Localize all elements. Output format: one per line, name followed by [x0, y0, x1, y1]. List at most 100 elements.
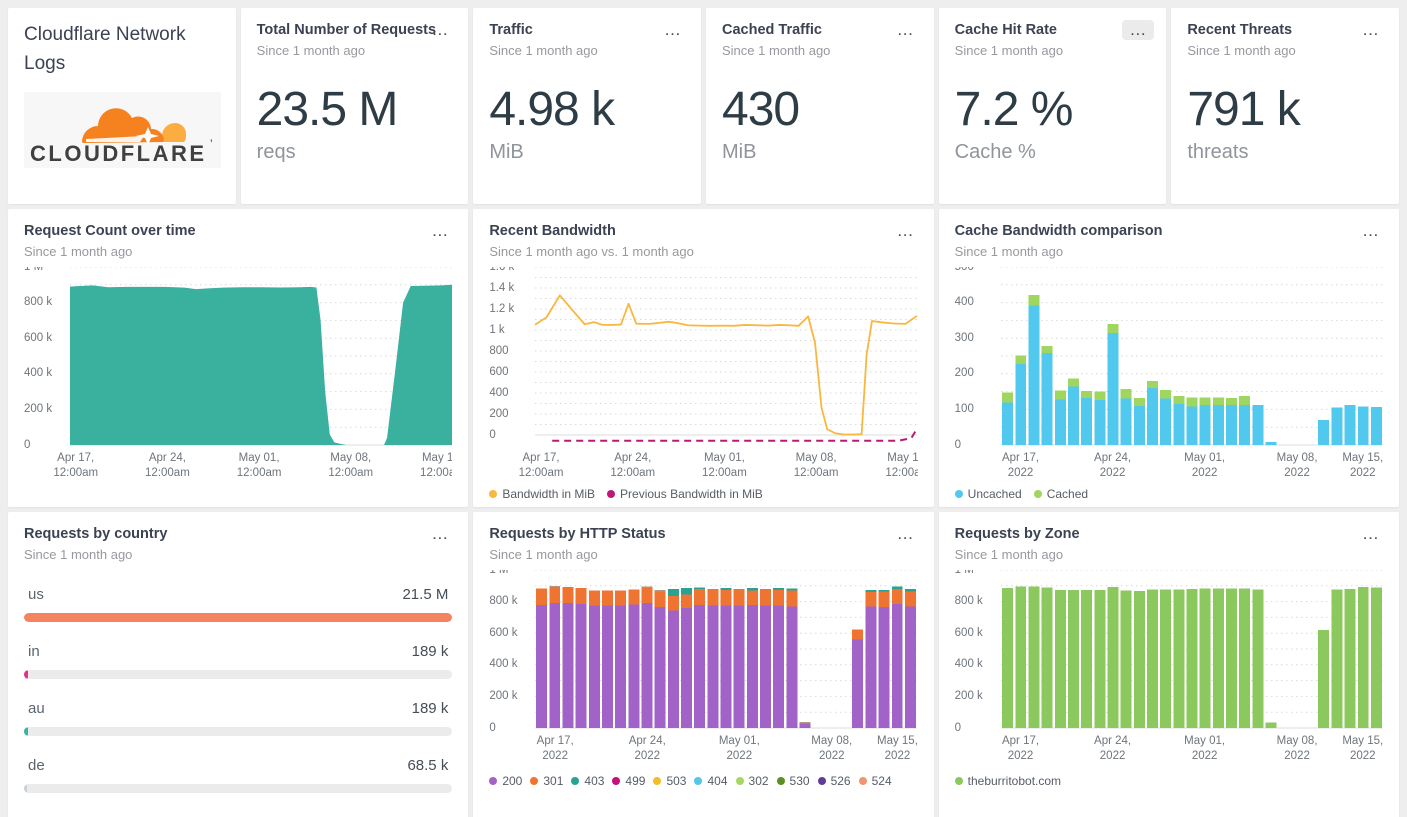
x-axis-tick-label: Apr 24, 2022 — [1094, 451, 1132, 479]
bar-segment-Uncached — [1172, 403, 1184, 445]
x-axis-tick-label: May 08, 2022 — [811, 734, 853, 762]
bar-segment-Uncached — [1159, 398, 1171, 445]
bar-segment-301 — [878, 590, 890, 607]
panel-menu-icon[interactable]: … — [1122, 20, 1155, 40]
bar-segment-301 — [852, 629, 864, 640]
bar-segment-theburritobot.com — [1159, 588, 1171, 728]
legend-item-previous-bandwidth-in-mib[interactable]: Previous Bandwidth in MiB — [607, 487, 763, 501]
bar-segment-Uncached — [1317, 419, 1329, 445]
bar-segment-301 — [720, 589, 732, 606]
bar-segment-Uncached — [1054, 398, 1066, 445]
x-axis-tick-label: Apr 24, 12:00am — [610, 451, 656, 479]
y-axis-tick-label: 500 — [954, 266, 974, 273]
legend-item-403[interactable]: 403 — [571, 774, 604, 788]
legend-dot — [1033, 489, 1042, 498]
legend-item-302[interactable]: 302 — [735, 774, 769, 788]
bar-segment-theburritobot.com — [1054, 589, 1066, 728]
country-bar — [24, 783, 27, 793]
legend-item-uncached[interactable]: Uncached — [954, 487, 1022, 501]
bar-segment-301 — [905, 590, 917, 606]
legend-item-301[interactable]: 301 — [530, 774, 563, 788]
bar-segment-301 — [549, 586, 561, 603]
y-axis-tick-label: 400 — [954, 296, 974, 309]
cache-bandwidth-chart[interactable]: 500 400 300 200 100 0 Apr 17, 2022 Apr 24, 2022 Ma… — [954, 266, 1383, 479]
http-status-legend: 200 301 403 499 503 404 302 530 526 524 — [489, 774, 917, 788]
country-request-count: 68.5 k — [407, 756, 449, 774]
bar-segment-theburritobot.com — [1317, 629, 1329, 728]
y-axis-tick-label: 0 — [24, 438, 31, 451]
bar-segment-theburritobot.com — [1225, 588, 1237, 728]
country-bar-track — [24, 669, 453, 679]
recent-bandwidth-chart[interactable]: 1.6 k 1.4 k 1.2 k 1 k 800 600 400 200 0 Apr 17, 12… — [489, 266, 918, 479]
bar-segment-301 — [747, 590, 759, 605]
y-axis-tick-label: 0 — [954, 438, 962, 451]
panel-menu-icon[interactable]: … — [431, 524, 450, 543]
bar-segment-Uncached — [1093, 399, 1105, 445]
x-axis-tick-label: May 08, 2022 — [1276, 734, 1318, 762]
stat-title: Total Number of Requests — [256, 22, 437, 38]
country-request-count: 189 k — [411, 642, 449, 660]
stat-subtitle: Since 1 month ago — [489, 42, 598, 58]
x-axis-tick-label: May 15, 2022 — [1342, 451, 1383, 479]
country-bar-track — [24, 726, 453, 736]
panel-menu-icon[interactable]: … — [431, 20, 450, 39]
requests-by-zone-legend: theburritobot.com — [954, 774, 1383, 788]
panel-menu-icon[interactable]: … — [1362, 221, 1380, 240]
country-row-au: au 189 k — [24, 700, 453, 736]
legend-item-503[interactable]: 503 — [653, 774, 686, 788]
y-axis-tick-label: 100 — [954, 402, 974, 415]
requests-by-zone-chart[interactable]: 1 M 800 k 600 k 400 k 200 k 0 Apr 17, 2022 Apr 2… — [955, 569, 1383, 762]
legend-dot — [954, 776, 963, 785]
legend-item-524[interactable]: 524 — [858, 773, 892, 788]
legend-label: 524 — [871, 773, 892, 788]
x-axis-tick-label: May 01, 2022 — [1184, 734, 1226, 762]
y-axis-tick-label: 400 k — [489, 658, 518, 671]
panel-menu-icon[interactable]: … — [1362, 20, 1380, 39]
request-count-chart[interactable]: 1 M 800 k 600 k 400 k 200 k 0 Apr 17, 12:00am Ap… — [24, 266, 452, 479]
legend-item-499[interactable]: 499 — [612, 774, 645, 788]
bar-segment-200 — [575, 603, 587, 728]
legend-item-theburritobot.com[interactable]: theburritobot.com — [954, 774, 1061, 788]
bar-segment-theburritobot.com — [1080, 589, 1092, 728]
bar-segment-theburritobot.com — [1107, 586, 1119, 728]
panel-menu-icon[interactable]: … — [1362, 524, 1380, 543]
stat-value: 4.98 k — [489, 82, 615, 136]
panel-menu-icon[interactable]: … — [431, 221, 450, 240]
requests-by-zone-plot[interactable] — [1000, 569, 1383, 730]
bar-segment-200 — [865, 605, 877, 728]
bar-segment-theburritobot.com — [1120, 590, 1132, 728]
bar-segment-theburritobot.com — [1265, 722, 1277, 728]
legend-item-cached[interactable]: Cached — [1033, 487, 1088, 501]
bar-segment-theburritobot.com — [1028, 586, 1040, 728]
recent-bandwidth-plot[interactable] — [534, 266, 918, 447]
panel-menu-icon[interactable]: … — [896, 20, 915, 39]
country-code: de — [28, 756, 45, 774]
bar-segment-Cached — [1054, 390, 1066, 399]
cache-bandwidth-comparison-plot[interactable] — [1000, 266, 1383, 447]
legend-dot — [776, 776, 785, 785]
panel-menu-icon[interactable]: … — [896, 221, 915, 240]
legend-label: 503 — [666, 773, 687, 788]
legend-item-bandwidth-in-mib[interactable]: Bandwidth in MiB — [489, 487, 595, 501]
chart-title: Recent Bandwidth — [489, 223, 616, 239]
stat-subtitle: Since 1 month ago — [256, 42, 366, 58]
stat-subtitle: Since 1 month ago — [954, 42, 1064, 58]
x-axis-tick-label: Apr 17, 2022 — [1001, 734, 1040, 762]
chart-title: Requests by country — [24, 526, 168, 542]
bar-segment-301 — [734, 588, 745, 606]
legend-item-530[interactable]: 530 — [776, 774, 810, 788]
bar-segment-200 — [668, 609, 680, 728]
request-count-over-time-plot[interactable] — [70, 266, 452, 447]
http-status-chart[interactable]: 1 M 800 k 600 k 400 k 200 k 0 Apr 17, 2022 Apr 2… — [489, 569, 918, 762]
x-axis-tick-label: May 15, 2022 — [1342, 734, 1383, 762]
bar-segment-301 — [892, 588, 904, 604]
panel-menu-icon[interactable]: … — [896, 524, 915, 543]
bar-segment-403 — [681, 587, 693, 595]
requests-by-http-status-plot[interactable] — [535, 569, 918, 730]
legend-item-526[interactable]: 526 — [817, 774, 851, 788]
legend-dot — [571, 776, 580, 785]
legend-item-200[interactable]: 200 — [489, 774, 522, 788]
panel-menu-icon[interactable]: … — [664, 20, 682, 39]
bar-segment-Uncached — [1107, 332, 1119, 445]
legend-item-404[interactable]: 404 — [694, 774, 728, 788]
